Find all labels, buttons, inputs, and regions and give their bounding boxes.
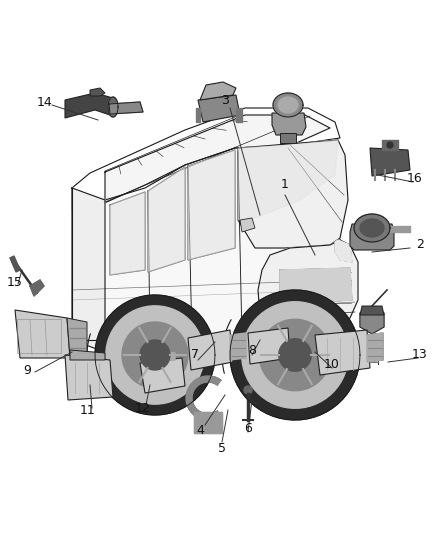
Polygon shape xyxy=(198,95,240,122)
Polygon shape xyxy=(196,108,200,122)
Text: 13: 13 xyxy=(412,349,428,361)
Text: 8: 8 xyxy=(248,343,256,357)
Polygon shape xyxy=(106,306,204,404)
Polygon shape xyxy=(95,295,215,415)
Polygon shape xyxy=(67,318,87,358)
Polygon shape xyxy=(280,133,296,143)
Polygon shape xyxy=(238,140,338,220)
Polygon shape xyxy=(360,306,384,334)
Polygon shape xyxy=(30,280,44,296)
Polygon shape xyxy=(335,240,352,262)
Polygon shape xyxy=(188,150,235,260)
Polygon shape xyxy=(148,167,185,272)
Polygon shape xyxy=(140,358,185,393)
Polygon shape xyxy=(140,340,170,370)
Polygon shape xyxy=(230,290,360,420)
Text: 3: 3 xyxy=(221,93,229,107)
Polygon shape xyxy=(236,108,242,122)
Polygon shape xyxy=(238,140,348,248)
Polygon shape xyxy=(90,88,105,96)
Polygon shape xyxy=(390,226,410,232)
Polygon shape xyxy=(148,350,175,363)
Polygon shape xyxy=(280,268,352,305)
Polygon shape xyxy=(72,145,352,355)
Text: 14: 14 xyxy=(37,95,53,109)
Text: 7: 7 xyxy=(191,349,199,361)
Polygon shape xyxy=(105,340,315,350)
Polygon shape xyxy=(109,102,143,114)
Polygon shape xyxy=(188,330,233,370)
Polygon shape xyxy=(370,148,410,176)
Polygon shape xyxy=(194,412,222,433)
Polygon shape xyxy=(105,115,330,200)
Polygon shape xyxy=(367,333,383,362)
Polygon shape xyxy=(360,219,384,237)
Polygon shape xyxy=(72,188,105,352)
Text: 11: 11 xyxy=(80,403,96,416)
Polygon shape xyxy=(70,350,105,360)
Text: 10: 10 xyxy=(324,359,340,372)
Polygon shape xyxy=(200,82,236,100)
Polygon shape xyxy=(230,333,246,360)
Polygon shape xyxy=(10,256,20,272)
Polygon shape xyxy=(258,240,358,332)
Polygon shape xyxy=(65,93,113,118)
Polygon shape xyxy=(273,93,303,117)
Polygon shape xyxy=(15,310,70,358)
Polygon shape xyxy=(240,218,255,232)
Polygon shape xyxy=(242,302,348,408)
Polygon shape xyxy=(382,140,398,150)
Polygon shape xyxy=(354,214,390,242)
Text: 2: 2 xyxy=(416,238,424,252)
Polygon shape xyxy=(65,355,113,400)
Text: 16: 16 xyxy=(407,172,423,184)
Polygon shape xyxy=(387,142,393,148)
Polygon shape xyxy=(108,97,118,117)
Polygon shape xyxy=(248,328,290,364)
Text: 5: 5 xyxy=(218,441,226,455)
Polygon shape xyxy=(350,224,394,250)
Polygon shape xyxy=(186,376,221,420)
Polygon shape xyxy=(278,97,298,113)
Polygon shape xyxy=(244,386,252,394)
Polygon shape xyxy=(272,113,306,135)
Text: 12: 12 xyxy=(135,401,151,415)
Text: 9: 9 xyxy=(23,364,31,376)
Text: 1: 1 xyxy=(281,179,289,191)
Polygon shape xyxy=(259,319,331,391)
Text: 6: 6 xyxy=(244,422,252,434)
Text: 15: 15 xyxy=(7,276,23,288)
Polygon shape xyxy=(315,330,370,375)
Text: 4: 4 xyxy=(196,424,204,437)
Polygon shape xyxy=(360,306,384,315)
Polygon shape xyxy=(110,192,145,275)
Polygon shape xyxy=(122,322,188,388)
Polygon shape xyxy=(279,339,311,372)
